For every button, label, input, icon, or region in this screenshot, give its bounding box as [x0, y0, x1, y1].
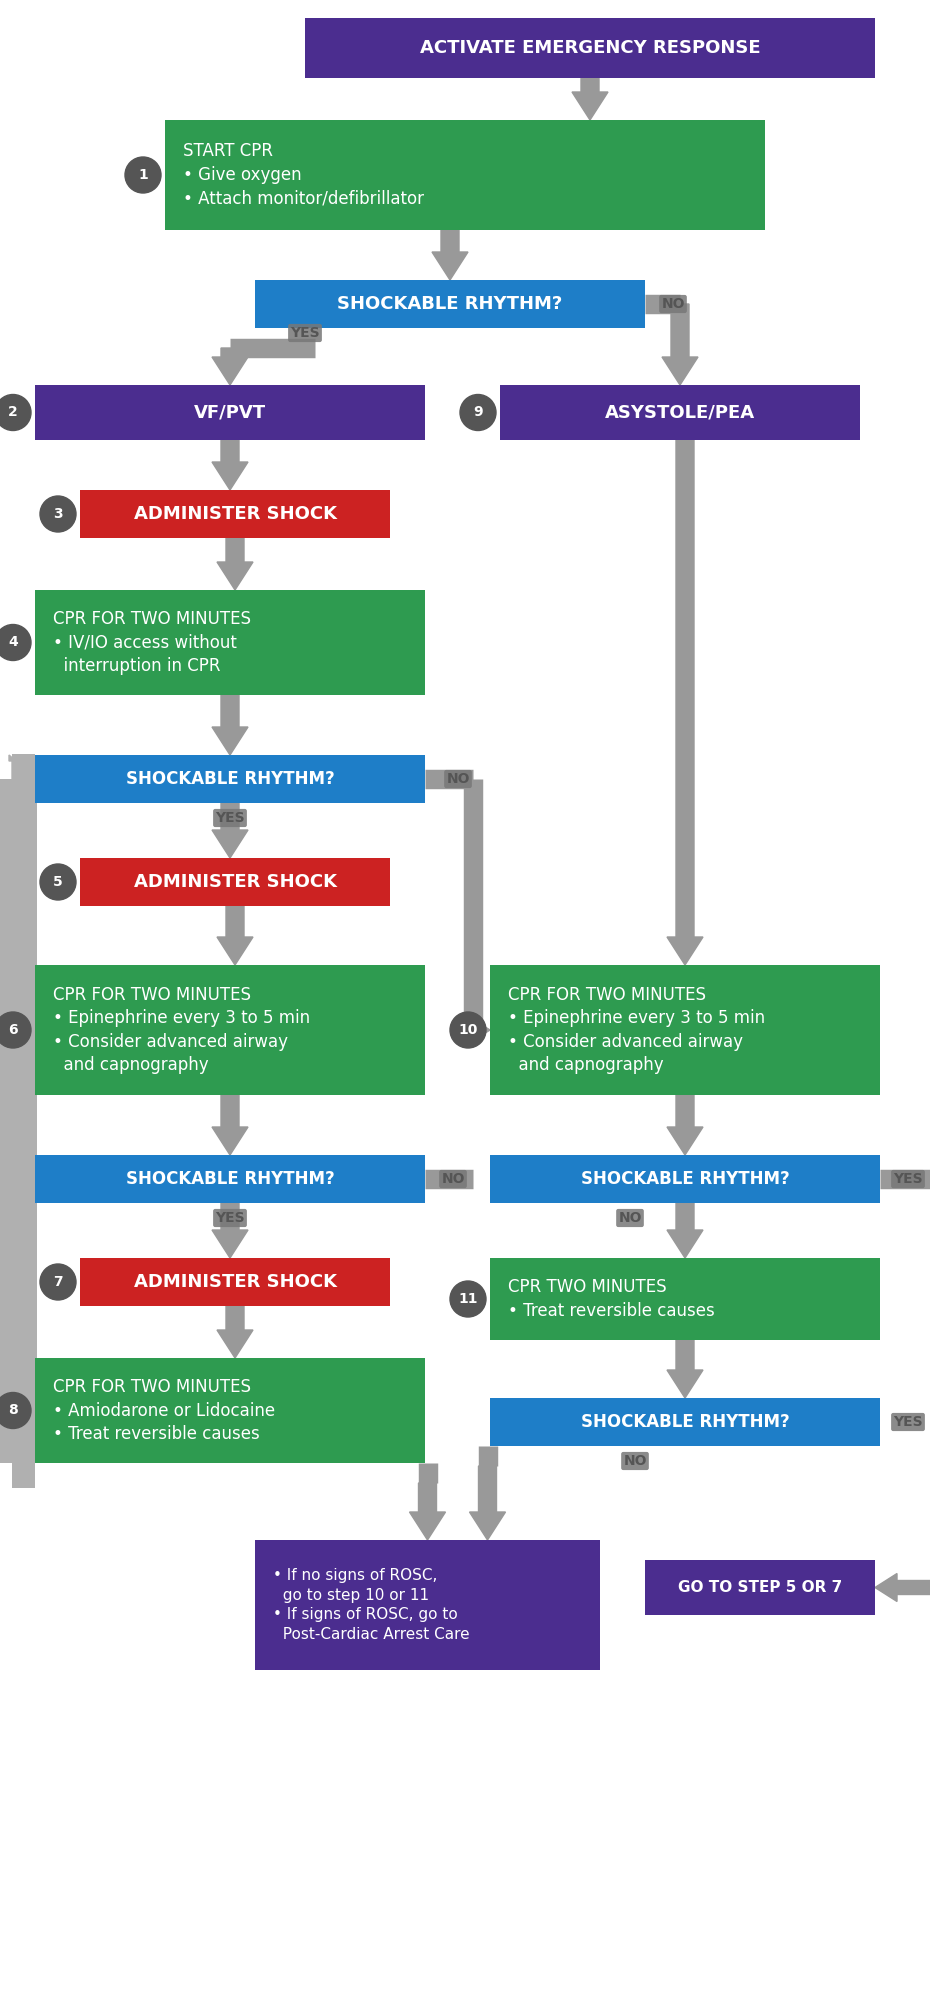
Circle shape: [450, 1280, 486, 1316]
Text: SHOCKABLE RHYTHM?: SHOCKABLE RHYTHM?: [126, 770, 335, 788]
Bar: [645, 1560, 875, 1615]
Text: NO: NO: [446, 772, 470, 786]
Bar: [255, 280, 645, 329]
Text: GO TO STEP 5 OR 7: GO TO STEP 5 OR 7: [678, 1581, 843, 1595]
FancyArrow shape: [667, 439, 703, 966]
Bar: [305, 18, 875, 79]
FancyArrow shape: [468, 1016, 490, 1044]
Text: YES: YES: [290, 327, 320, 341]
FancyArrow shape: [217, 538, 253, 591]
Text: YES: YES: [893, 1171, 923, 1185]
Circle shape: [0, 395, 31, 431]
Circle shape: [450, 1012, 486, 1048]
Text: YES: YES: [215, 1212, 245, 1226]
Text: ADMINISTER SHOCK: ADMINISTER SHOCK: [134, 1272, 337, 1290]
Text: SHOCKABLE RHYTHM?: SHOCKABLE RHYTHM?: [580, 1169, 790, 1187]
Text: NO: NO: [618, 1212, 642, 1226]
Text: START CPR
• Give oxygen
• Attach monitor/defibrillator: START CPR • Give oxygen • Attach monitor…: [183, 143, 424, 208]
Text: 1: 1: [139, 167, 148, 181]
FancyArrow shape: [212, 802, 248, 859]
FancyArrow shape: [667, 1204, 703, 1258]
FancyArrow shape: [875, 1574, 930, 1601]
FancyArrow shape: [667, 1095, 703, 1155]
Text: 5: 5: [53, 875, 63, 889]
Text: CPR FOR TWO MINUTES
• Epinephrine every 3 to 5 min
• Consider advanced airway
  : CPR FOR TWO MINUTES • Epinephrine every …: [53, 986, 310, 1075]
Text: 9: 9: [473, 405, 483, 419]
Text: ADMINISTER SHOCK: ADMINISTER SHOCK: [134, 873, 337, 891]
Bar: [500, 385, 860, 439]
Text: ACTIVATE EMERGENCY RESPONSE: ACTIVATE EMERGENCY RESPONSE: [419, 38, 761, 56]
Text: 10: 10: [458, 1022, 478, 1036]
Text: 3: 3: [53, 506, 63, 520]
Bar: [35, 385, 425, 439]
Bar: [35, 1359, 425, 1464]
Bar: [35, 756, 425, 802]
FancyArrow shape: [432, 230, 468, 280]
FancyArrow shape: [212, 1095, 248, 1155]
Text: NO: NO: [661, 296, 684, 310]
Bar: [255, 1540, 600, 1669]
Text: SHOCKABLE RHYTHM?: SHOCKABLE RHYTHM?: [126, 1169, 335, 1187]
Text: ADMINISTER SHOCK: ADMINISTER SHOCK: [134, 504, 337, 522]
Bar: [490, 966, 880, 1095]
FancyArrow shape: [217, 1306, 253, 1359]
Bar: [165, 121, 765, 230]
FancyArrow shape: [667, 1341, 703, 1397]
Circle shape: [0, 1393, 31, 1429]
Text: CPR FOR TWO MINUTES
• IV/IO access without
  interruption in CPR: CPR FOR TWO MINUTES • IV/IO access witho…: [53, 611, 251, 675]
Bar: [35, 966, 425, 1095]
Text: 4: 4: [8, 635, 18, 649]
Bar: [490, 1155, 880, 1204]
Bar: [35, 1155, 425, 1204]
FancyArrow shape: [217, 905, 253, 966]
Text: NO: NO: [441, 1171, 465, 1185]
Bar: [80, 859, 390, 905]
Circle shape: [0, 625, 31, 661]
Text: YES: YES: [893, 1415, 923, 1429]
Text: YES: YES: [215, 810, 245, 825]
Text: CPR FOR TWO MINUTES
• Epinephrine every 3 to 5 min
• Consider advanced airway
  : CPR FOR TWO MINUTES • Epinephrine every …: [508, 986, 765, 1075]
Bar: [80, 490, 390, 538]
FancyArrow shape: [212, 1204, 248, 1258]
Text: 2: 2: [8, 405, 18, 419]
Text: 6: 6: [8, 1022, 18, 1036]
FancyArrow shape: [572, 79, 608, 121]
Bar: [490, 1397, 880, 1445]
Circle shape: [460, 395, 496, 431]
Text: CPR FOR TWO MINUTES
• Amiodarone or Lidocaine
• Treat reversible causes: CPR FOR TWO MINUTES • Amiodarone or Lido…: [53, 1377, 275, 1443]
Circle shape: [0, 1012, 31, 1048]
Circle shape: [40, 865, 76, 899]
FancyArrow shape: [662, 304, 698, 385]
Circle shape: [40, 496, 76, 532]
Text: CPR TWO MINUTES
• Treat reversible causes: CPR TWO MINUTES • Treat reversible cause…: [508, 1278, 715, 1320]
FancyArrow shape: [212, 696, 248, 756]
Text: SHOCKABLE RHYTHM?: SHOCKABLE RHYTHM?: [338, 294, 563, 312]
Text: 8: 8: [8, 1403, 18, 1417]
Circle shape: [40, 1264, 76, 1300]
FancyArrow shape: [409, 1484, 445, 1540]
Text: SHOCKABLE RHYTHM?: SHOCKABLE RHYTHM?: [580, 1413, 790, 1431]
Circle shape: [125, 157, 161, 194]
FancyArrow shape: [470, 1466, 506, 1540]
Text: 11: 11: [458, 1292, 478, 1306]
Bar: [35, 591, 425, 696]
Text: • If no signs of ROSC,
  go to step 10 or 11
• If signs of ROSC, go to
  Post-Ca: • If no signs of ROSC, go to step 10 or …: [273, 1568, 470, 1643]
Bar: [80, 1258, 390, 1306]
Text: ASYSTOLE/PEA: ASYSTOLE/PEA: [604, 403, 755, 421]
FancyArrow shape: [212, 349, 248, 385]
Text: VF/PVT: VF/PVT: [194, 403, 266, 421]
Text: NO: NO: [623, 1454, 646, 1468]
Bar: [490, 1258, 880, 1341]
FancyArrow shape: [9, 756, 37, 802]
FancyArrow shape: [212, 439, 248, 490]
Text: 7: 7: [53, 1274, 63, 1288]
